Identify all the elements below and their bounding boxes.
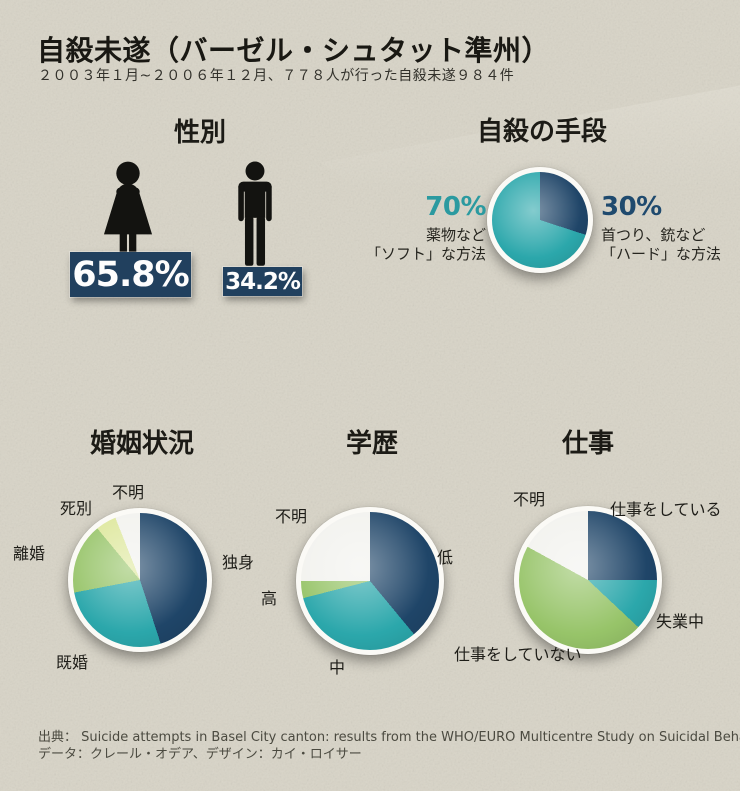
education-pie-chart [296,507,444,655]
marital-label-unknown: 不明 [112,483,145,502]
marital-status-pie-chart [68,508,212,652]
education-label-middle: 中 [329,658,346,677]
section-title-education: 学歴 [345,429,398,459]
male-percentage-badge: 34.2% [223,267,302,296]
method-pie-chart [487,167,593,273]
method-hard-desc-line2: 「ハード」な方法 [601,245,722,264]
method-hard-percentage: 30% [601,192,662,222]
source-line: 出典： Suicide attempts in Basel City canto… [38,730,740,745]
marital-label-divorced: 離婚 [13,544,46,563]
section-title-method: 自殺の手段 [476,117,607,147]
work-label-unemployed: 失業中 [656,612,705,631]
male-icon [230,161,280,268]
female-icon [89,160,167,262]
education-label-high: 高 [261,589,278,608]
credit-line: データ：クレール・オデア、デザイン：カイ・ロイサー [38,747,362,762]
work-label-not-working: 仕事をしていない [454,645,582,664]
work-label-working: 仕事をしている [610,500,722,519]
method-soft-percentage: 70% [425,192,486,222]
section-title-marital: 婚姻状況 [89,429,194,459]
page-title: 自殺未遂（バーゼル・シュタット準州） [37,34,551,67]
work-label-unknown: 不明 [513,490,546,509]
section-title-gender: 性別 [173,118,226,148]
marital-label-widowed: 死別 [60,499,93,518]
education-label-unknown: 不明 [275,507,308,526]
education-label-low: 低 [437,548,454,567]
method-hard-callout: 30% 首つり、銃など 「ハード」な方法 [601,191,740,265]
marital-label-single: 独身 [222,553,255,572]
marital-label-married: 既婚 [56,653,89,672]
method-hard-desc-line1: 首つり、銃など [601,226,706,245]
work-pie-chart [514,506,662,654]
method-soft-desc-line1: 薬物など [425,226,486,245]
section-title-work: 仕事 [561,429,614,459]
female-percentage-badge: 65.8% [70,252,191,297]
page-subtitle: ２００３年１月~２００６年１２月、７７８人が行った自殺未遂９８４件 [38,68,515,84]
method-soft-desc-line2: 「ソフト」な方法 [365,245,486,264]
method-soft-callout: 70% 薬物など 「ソフト」な方法 [316,191,487,265]
